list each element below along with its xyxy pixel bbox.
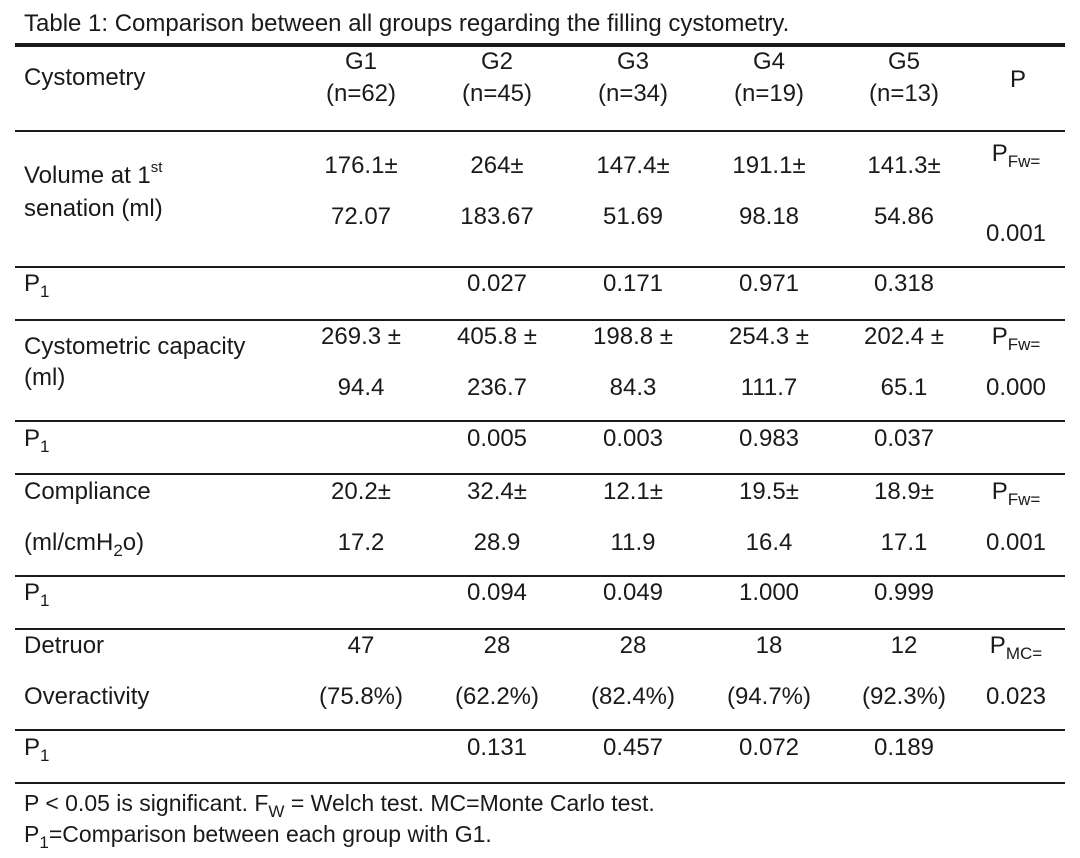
row-label-compliance-2: (ml/cmH2o): [24, 529, 145, 560]
volume-g2-sd: 183.67: [460, 203, 534, 230]
header-g1: G1 (n=62): [325, 48, 397, 107]
row-label-detrusor: Detruor: [24, 632, 105, 659]
detrusor-g3-pct: (82.4%): [590, 683, 676, 710]
detrusor-g2-pct: (62.2%): [454, 683, 540, 710]
detrusor-g1-count: 47: [347, 632, 375, 659]
header-g4: G4 (n=19): [733, 48, 805, 107]
detrusor-g2-count: 28: [483, 632, 511, 659]
capacity-p1-g4: 0.983: [738, 425, 800, 452]
p1-label: P1: [24, 425, 50, 456]
capacity-g5-mean: 202.4 ±: [864, 323, 944, 350]
row-divider: [15, 319, 1065, 321]
volume-p-label: PFw=: [991, 140, 1041, 171]
volume-g3-mean: 147.4±: [596, 152, 670, 179]
compliance-p-value: 0.001: [985, 529, 1047, 556]
capacity-g1-mean: 269.3 ±: [321, 323, 401, 350]
volume-g1-mean: 176.1±: [324, 152, 398, 179]
row-divider: [15, 729, 1065, 731]
detrusor-p1-g5: 0.189: [873, 734, 935, 761]
header-g2: G2 (n=45): [461, 48, 533, 107]
row-label-compliance: Compliance: [24, 478, 151, 505]
footnote-p1: P1=Comparison between each group with G1…: [24, 821, 492, 852]
detrusor-p1-g4: 0.072: [738, 734, 800, 761]
header-p: P: [1009, 66, 1027, 93]
row-label-volume: Volume at 1st: [24, 159, 163, 189]
row-divider: [15, 420, 1065, 422]
volume-p1-g5: 0.318: [873, 270, 935, 297]
detrusor-p-value: 0.023: [985, 683, 1047, 710]
p1-label: P1: [24, 734, 50, 765]
row-divider: [15, 628, 1065, 630]
row-label-volume-2: senation (ml): [24, 195, 163, 222]
capacity-p1-g3: 0.003: [602, 425, 664, 452]
capacity-p1-g5: 0.037: [873, 425, 935, 452]
capacity-g4-sd: 111.7: [740, 374, 798, 401]
header-g3: G3 (n=34): [597, 48, 669, 107]
volume-g5-sd: 54.86: [873, 203, 935, 230]
compliance-p1-g4: 1.000: [738, 579, 800, 606]
detrusor-g5-pct: (92.3%): [861, 683, 947, 710]
volume-g2-mean: 264±: [470, 152, 524, 179]
p1-label: P1: [24, 579, 50, 610]
capacity-g3-sd: 84.3: [609, 374, 657, 401]
volume-p-value: 0.001: [985, 220, 1047, 247]
volume-p1-g3: 0.171: [602, 270, 664, 297]
compliance-g2-mean: 32.4±: [467, 478, 527, 505]
compliance-g3-mean: 12.1±: [603, 478, 663, 505]
detrusor-p1-g2: 0.131: [466, 734, 528, 761]
capacity-g3-mean: 198.8 ±: [593, 323, 673, 350]
capacity-g4-mean: 254.3 ±: [729, 323, 809, 350]
table-bottom-rule: [15, 782, 1065, 784]
table-caption: Table 1: Comparison between all groups r…: [24, 10, 790, 37]
row-divider: [15, 575, 1065, 577]
row-label-detrusor-2: Overactivity: [24, 683, 150, 710]
volume-g4-mean: 191.1±: [732, 152, 806, 179]
detrusor-g3-count: 28: [619, 632, 647, 659]
capacity-p1-g2: 0.005: [466, 425, 528, 452]
volume-g4-sd: 98.18: [738, 203, 800, 230]
compliance-g4-sd: 16.4: [745, 529, 793, 556]
compliance-g5-mean: 18.9±: [874, 478, 934, 505]
compliance-g1-mean: 20.2±: [331, 478, 391, 505]
capacity-g5-sd: 65.1: [880, 374, 928, 401]
detrusor-p1-g3: 0.457: [602, 734, 664, 761]
p1-label: P1: [24, 270, 50, 301]
detrusor-g5-count: 12: [890, 632, 918, 659]
capacity-g1-sd: 94.4: [337, 374, 385, 401]
capacity-p-label: PFw=: [991, 323, 1041, 354]
capacity-g2-mean: 405.8 ±: [457, 323, 537, 350]
volume-g1-sd: 72.07: [330, 203, 392, 230]
compliance-g5-sd: 17.1: [880, 529, 928, 556]
row-divider: [15, 473, 1065, 475]
compliance-p-label: PFw=: [991, 478, 1041, 509]
header-g5: G5 (n=13): [868, 48, 940, 107]
compliance-p1-g2: 0.094: [466, 579, 528, 606]
detrusor-g4-pct: (94.7%): [726, 683, 812, 710]
volume-p1-g2: 0.027: [466, 270, 528, 297]
compliance-p1-g5: 0.999: [873, 579, 935, 606]
capacity-g2-sd: 236.7: [466, 374, 528, 401]
compliance-g3-sd: 11.9: [610, 529, 656, 556]
header-cystometry: Cystometry: [24, 64, 146, 91]
volume-g5-mean: 141.3±: [867, 152, 941, 179]
detrusor-g1-pct: (75.8%): [318, 683, 404, 710]
compliance-p1-g3: 0.049: [602, 579, 664, 606]
detrusor-g4-count: 18: [755, 632, 783, 659]
row-label-capacity: Cystometric capacity: [24, 333, 246, 360]
row-label-capacity-2: (ml): [24, 364, 66, 391]
footnote-significance: P < 0.05 is significant. FW = Welch test…: [24, 790, 655, 821]
detrusor-p-label: PMC=: [989, 632, 1043, 663]
capacity-p-value: 0.000: [985, 374, 1047, 401]
compliance-g2-sd: 28.9: [473, 529, 521, 556]
volume-g3-sd: 51.69: [602, 203, 664, 230]
row-divider: [15, 130, 1065, 132]
top-rule: [15, 43, 1065, 47]
row-divider: [15, 266, 1065, 268]
compliance-g4-mean: 19.5±: [739, 478, 799, 505]
compliance-g1-sd: 17.2: [337, 529, 385, 556]
volume-p1-g4: 0.971: [738, 270, 800, 297]
